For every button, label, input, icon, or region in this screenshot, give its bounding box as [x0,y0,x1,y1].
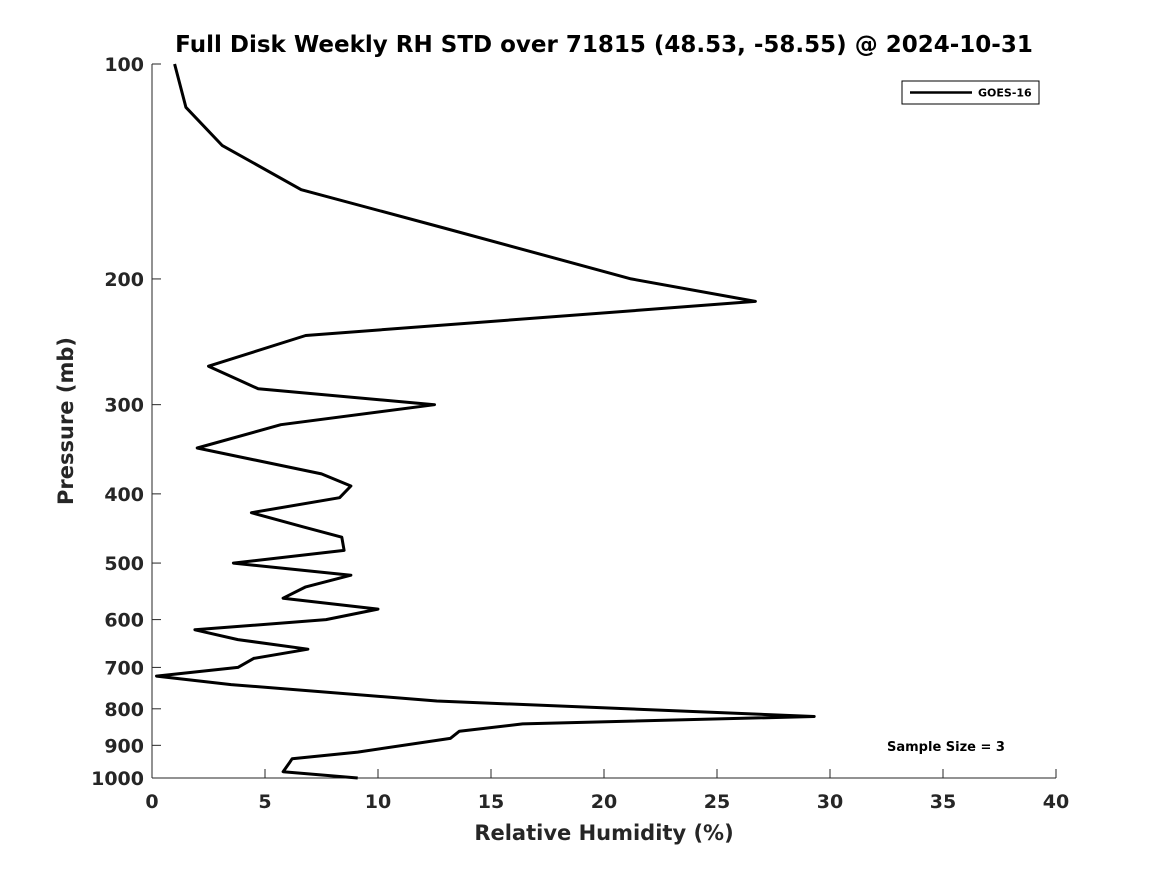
x-tick-label: 0 [145,791,158,813]
series-layer [155,63,816,780]
y-tick-label: 300 [104,395,144,417]
y-tick-label: 800 [104,699,144,721]
legend-label-goes-16: GOES-16 [978,87,1032,100]
legend: GOES-16 [901,80,1040,105]
y-tick-label: 400 [104,484,144,506]
x-tick-label: 35 [930,791,956,813]
chart-title: Full Disk Weekly RH STD over 71815 (48.5… [175,32,1033,58]
plot-background [152,64,1056,778]
y-tick-label: 900 [104,735,144,757]
x-axis: 0 5 10 15 20 25 30 35 40 [145,769,1069,813]
x-tick-label: 30 [817,791,843,813]
x-tick-label: 10 [365,791,391,813]
y-tick-label: 200 [104,269,144,291]
series-line-goes-16 [155,63,816,780]
sample-size-annotation: Sample Size = 3 [887,740,1005,755]
y-tick-label: 500 [104,553,144,575]
x-tick-label: 25 [704,791,730,813]
x-tick-label: 15 [478,791,504,813]
y-axis-title: Pressure (mb) [54,337,78,505]
y-tick-label: 100 [104,54,144,76]
y-tick-label: 700 [104,657,144,679]
y-axis: 100 200 300 400 500 600 700 800 900 1000 [91,54,161,790]
x-tick-label: 5 [258,791,271,813]
x-axis-title: Relative Humidity (%) [474,821,733,845]
x-tick-label: 40 [1043,791,1069,813]
y-tick-label: 600 [104,610,144,632]
y-tick-label: 1000 [91,768,144,790]
x-tick-label: 20 [591,791,617,813]
